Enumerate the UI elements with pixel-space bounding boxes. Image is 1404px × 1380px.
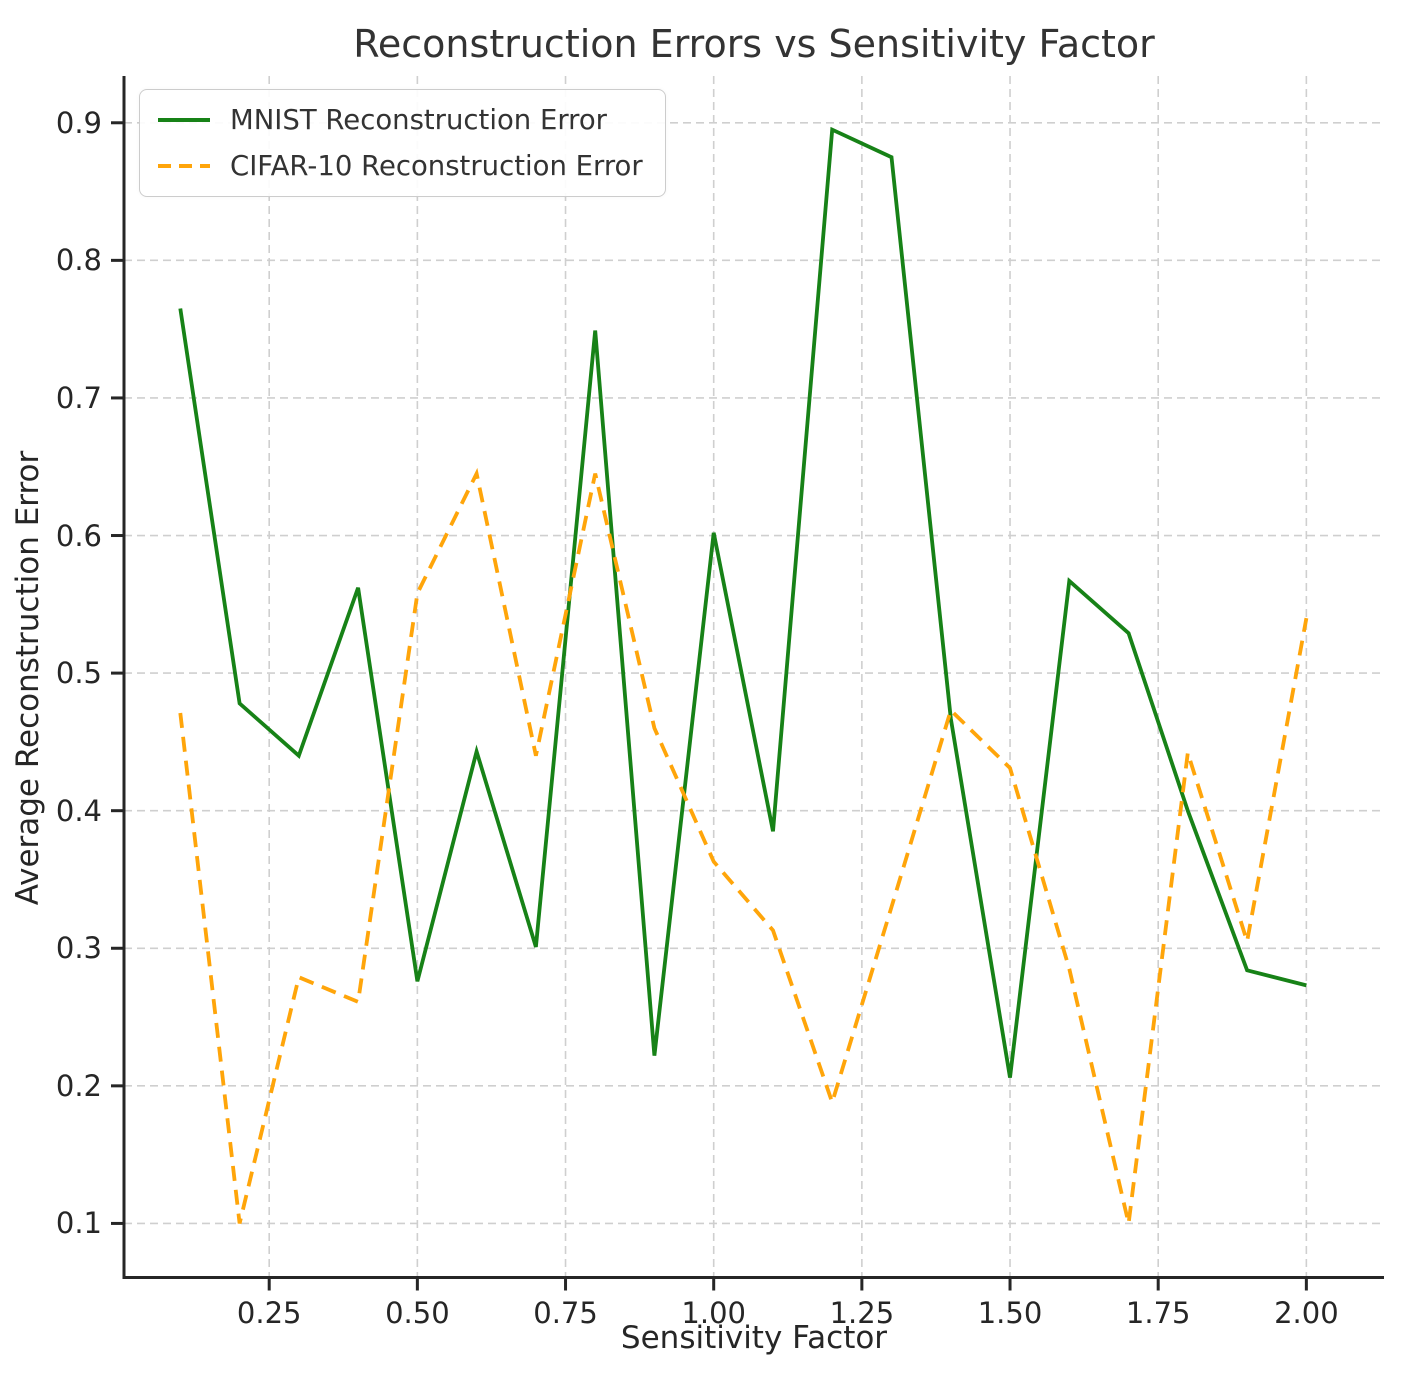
y-tick-label: 0.1 xyxy=(55,1206,102,1241)
y-tick-label: 0.8 xyxy=(55,243,102,278)
mnist-line-sample-icon xyxy=(158,118,210,122)
axis-layer xyxy=(111,76,1384,1291)
cifar10-line-sample-icon xyxy=(158,164,210,168)
grid-layer xyxy=(124,76,1384,1278)
y-tick-label: 0.9 xyxy=(55,105,102,140)
y-tick-label: 0.2 xyxy=(55,1068,102,1103)
series-layer xyxy=(178,126,1309,1224)
y-tick-label: 0.7 xyxy=(55,380,102,415)
x-tick-label: 0.25 xyxy=(236,1295,302,1330)
x-tick-label: 0.50 xyxy=(385,1295,450,1330)
mnist-line xyxy=(178,126,1307,1078)
chart-title: Reconstruction Errors vs Sensitivity Fac… xyxy=(353,22,1155,66)
x-tick-label: 1.75 xyxy=(1125,1295,1191,1330)
legend: MNIST Reconstruction Error CIFAR-10 Reco… xyxy=(139,89,666,197)
y-tick-label: 0.6 xyxy=(55,518,102,553)
y-axis-label: Average Reconstruction Error xyxy=(10,450,46,906)
legend-label-cifar10: CIFAR-10 Reconstruction Error xyxy=(230,150,643,182)
cifar10-line xyxy=(178,467,1309,1224)
y-tick-label: 0.3 xyxy=(55,931,102,966)
x-axis-label: Sensitivity Factor xyxy=(620,1320,888,1356)
legend-label-mnist: MNIST Reconstruction Error xyxy=(230,104,607,136)
x-tick-label: 1.00 xyxy=(681,1295,746,1330)
x-tick-label: 1.25 xyxy=(829,1295,895,1330)
x-tick-label: 2.00 xyxy=(1274,1295,1339,1330)
legend-item-cifar10: CIFAR-10 Reconstruction Error xyxy=(156,148,643,184)
y-tick-label: 0.4 xyxy=(55,793,102,828)
legend-item-mnist: MNIST Reconstruction Error xyxy=(156,102,643,138)
y-tick-label: 0.5 xyxy=(55,656,102,691)
x-tick-label: 0.75 xyxy=(533,1295,598,1330)
x-tick-label: 1.50 xyxy=(977,1295,1043,1330)
